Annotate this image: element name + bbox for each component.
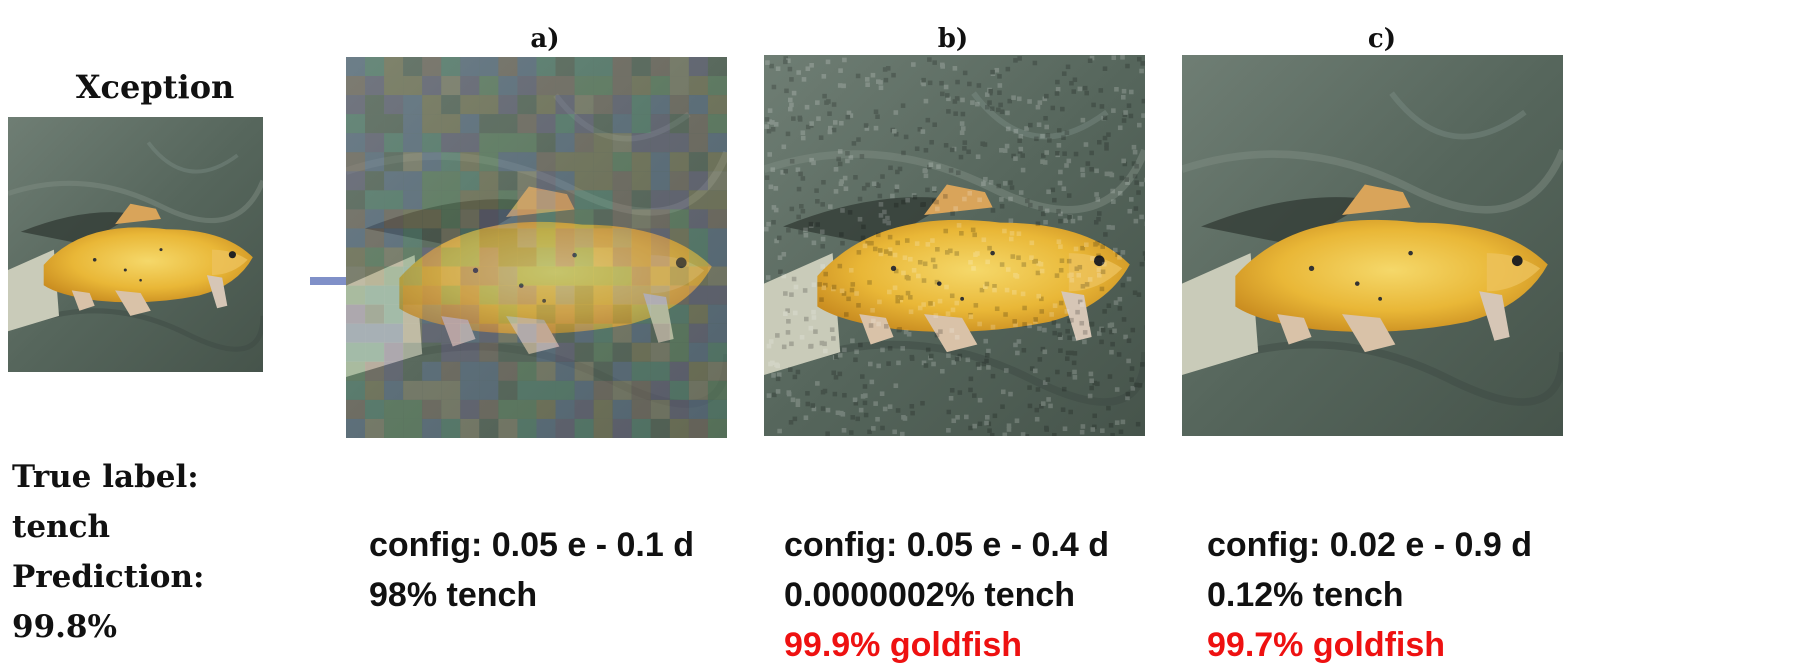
true-label-heading: True label: — [12, 452, 204, 502]
panel-c-config: config: 0.02 e - 0.9 d — [1207, 520, 1532, 570]
panel-a-caption: config: 0.05 e - 0.1 d 98% tench — [369, 520, 694, 620]
panel-c-line1: 0.12% tench — [1207, 570, 1532, 620]
panel-c-label: c) — [1342, 24, 1422, 54]
panel-c-line2: 99.7% goldfish — [1207, 620, 1532, 670]
panel-c-image — [1182, 55, 1563, 436]
panel-b-image — [764, 55, 1145, 436]
panel-b-caption: config: 0.05 e - 0.4 d 0.0000002% tench … — [784, 520, 1109, 670]
model-title: Xception — [0, 68, 310, 106]
panel-a-line1: 98% tench — [369, 570, 694, 620]
pixelated-perturbation — [346, 57, 727, 438]
panel-b-line2: 99.9% goldfish — [784, 620, 1109, 670]
panel-a-config: config: 0.05 e - 0.1 d — [369, 520, 694, 570]
panel-b-label: b) — [913, 24, 993, 54]
panel-b-line1: 0.0000002% tench — [784, 570, 1109, 620]
panel-c-caption: config: 0.02 e - 0.9 d 0.12% tench 99.7%… — [1207, 520, 1532, 670]
prediction-value: 99.8% — [12, 602, 204, 652]
true-label-value: tench — [12, 502, 204, 552]
prediction-heading: Prediction: — [12, 552, 204, 602]
original-image — [8, 117, 263, 372]
panel-b-config: config: 0.05 e - 0.4 d — [784, 520, 1109, 570]
original-prediction-block: True label: tench Prediction: 99.8% — [12, 452, 204, 652]
panel-a-label: a) — [505, 24, 585, 54]
panel-a-image — [346, 57, 727, 438]
